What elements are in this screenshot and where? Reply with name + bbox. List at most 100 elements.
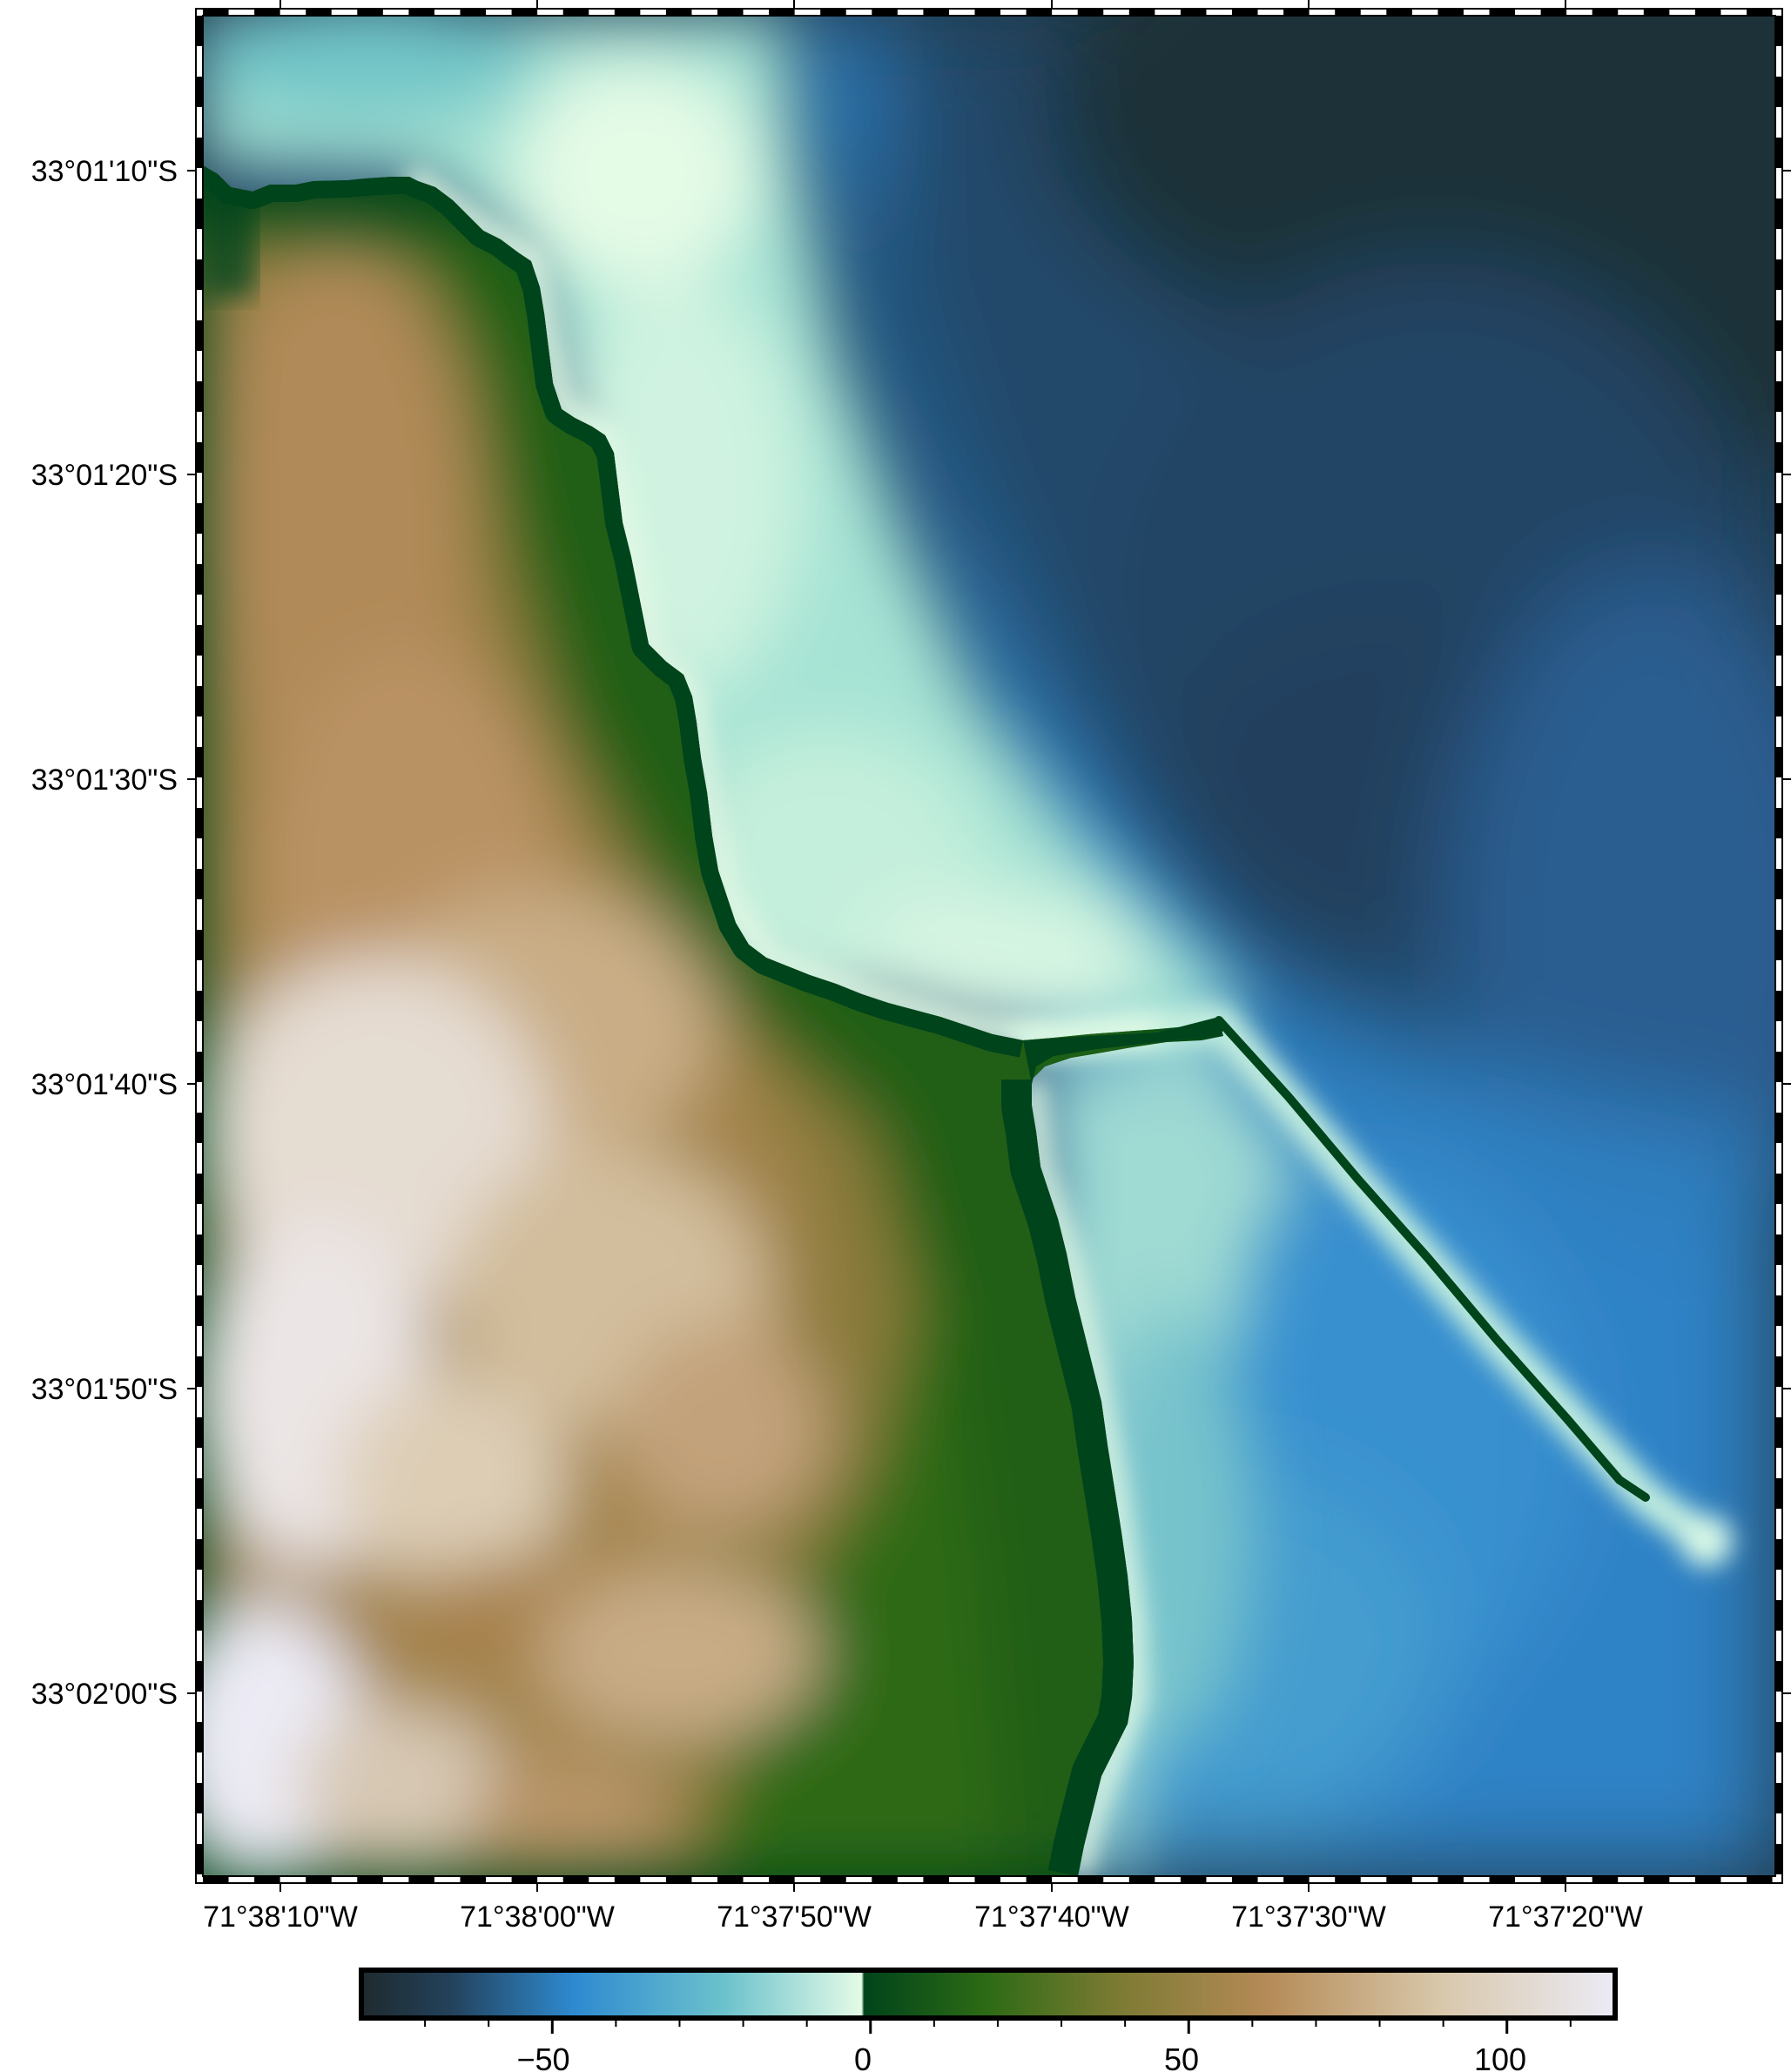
frame-segment	[1489, 9, 1516, 16]
longitude-axis: 71°38'10"W 71°38'00"W 71°37'50"W 71°37'4…	[203, 0, 1643, 1934]
frame-segment	[196, 930, 203, 960]
frame-segment	[1180, 9, 1207, 16]
frame-segment	[1180, 1876, 1207, 1883]
frame-segment	[1775, 381, 1782, 412]
frame-segment	[769, 9, 795, 16]
frame-segment	[614, 9, 641, 16]
frame-segment	[460, 9, 487, 16]
frame-segment	[1775, 625, 1782, 656]
frame-segment	[1775, 503, 1782, 534]
lon-tick-label: 71°37'30"W	[1231, 1900, 1386, 1934]
frame-segment	[203, 1876, 229, 1883]
lat-tick-label: 33°02'00"S	[31, 1678, 178, 1711]
frame-segment	[196, 686, 203, 716]
frame-segment	[1077, 1876, 1104, 1883]
colorbar-tick-label: −50	[516, 2042, 569, 2072]
frame-segment	[1775, 1417, 1782, 1448]
lat-tick-label: 33°01'10"S	[31, 155, 178, 188]
frame-segment	[196, 1234, 203, 1265]
frame-segment	[196, 1722, 203, 1752]
frame-segment	[1283, 9, 1310, 16]
frame-segment	[769, 1876, 795, 1883]
frame-segment	[1775, 747, 1782, 777]
frame-segment	[254, 1876, 280, 1883]
frame-segment	[1775, 1539, 1782, 1570]
frame-segment	[1386, 9, 1412, 16]
frame-segment	[357, 1876, 383, 1883]
frame-segment	[1775, 1722, 1782, 1752]
pier	[1023, 1017, 1228, 1084]
frame-segment	[254, 9, 280, 16]
frame-segment	[196, 442, 203, 473]
frame-segment	[1335, 1876, 1361, 1883]
frame-segment	[306, 1876, 332, 1883]
frame-segment	[408, 1876, 434, 1883]
frame-segment	[196, 1295, 203, 1326]
frame-segment	[196, 1356, 203, 1387]
frame-segment	[1540, 1876, 1567, 1883]
frame-segment	[460, 1876, 487, 1883]
frame-segment	[1232, 9, 1258, 16]
frame-segment	[1128, 1876, 1155, 1883]
frame-segment	[562, 1876, 589, 1883]
frame-segment	[408, 9, 434, 16]
frame-segment	[1775, 1844, 1782, 1874]
frame-segment	[1438, 1876, 1464, 1883]
frame-segment	[1643, 1876, 1670, 1883]
frame-segment	[196, 1661, 203, 1692]
frame-segment	[196, 1052, 203, 1082]
lon-tick-label: 71°37'20"W	[1488, 1900, 1643, 1934]
frame-segment	[1438, 9, 1464, 16]
frame-segment	[196, 259, 203, 290]
frame-segment	[196, 1783, 203, 1813]
frame-segment	[196, 564, 203, 595]
frame-segment	[1775, 198, 1782, 229]
frame-segment	[196, 1478, 203, 1509]
frame-segment	[665, 1876, 692, 1883]
frame-segment	[1775, 1356, 1782, 1387]
frame-segment	[1775, 930, 1782, 960]
frame-segment	[196, 808, 203, 838]
frame-segment	[196, 77, 203, 107]
frame-segment	[196, 747, 203, 777]
frame-segment	[974, 1876, 1001, 1883]
colorbar-ticks	[424, 2018, 1572, 2034]
frame-segment	[562, 9, 589, 16]
frame-segment	[1386, 1876, 1412, 1883]
frame-segment	[1775, 991, 1782, 1021]
frame-segment	[1775, 77, 1782, 107]
lon-tick-label: 71°38'10"W	[203, 1900, 358, 1934]
frame-segment	[1694, 1876, 1721, 1883]
frame-segment	[196, 138, 203, 168]
frame-segment	[614, 1876, 641, 1883]
frame-segment	[196, 1113, 203, 1143]
frame-segment	[196, 1417, 203, 1448]
lon-tick-label: 71°37'40"W	[974, 1900, 1129, 1934]
lon-tick-label: 71°38'00"W	[460, 1900, 615, 1934]
frame-segment	[1694, 9, 1721, 16]
frame-segment	[1335, 9, 1361, 16]
frame-segment	[1489, 1876, 1516, 1883]
frame-segment	[1643, 9, 1670, 16]
latitude-axis: 33°01'10"S 33°01'20"S 33°01'30"S 33°01'4…	[31, 155, 1791, 1711]
frame-segment	[203, 9, 229, 16]
frame-segment	[1775, 564, 1782, 595]
frame-segment	[923, 9, 949, 16]
breakwater	[1215, 1016, 1650, 1502]
frame-segment	[1026, 9, 1053, 16]
frame-segment	[1540, 9, 1567, 16]
frame-segment	[717, 1876, 744, 1883]
frame-segment	[1775, 1113, 1782, 1143]
frame-segment	[511, 1876, 538, 1883]
frame-segment	[196, 869, 203, 899]
frame-segment	[196, 198, 203, 229]
frame-segment	[1128, 9, 1155, 16]
frame-segment	[196, 625, 203, 656]
frame-segment	[717, 9, 744, 16]
frame-segment	[1747, 9, 1773, 16]
colorbar-tick-label: 0	[854, 2042, 872, 2072]
frame-segment	[196, 320, 203, 351]
frame-segment	[1775, 320, 1782, 351]
frame-segment	[974, 9, 1001, 16]
frame-segment	[357, 9, 383, 16]
